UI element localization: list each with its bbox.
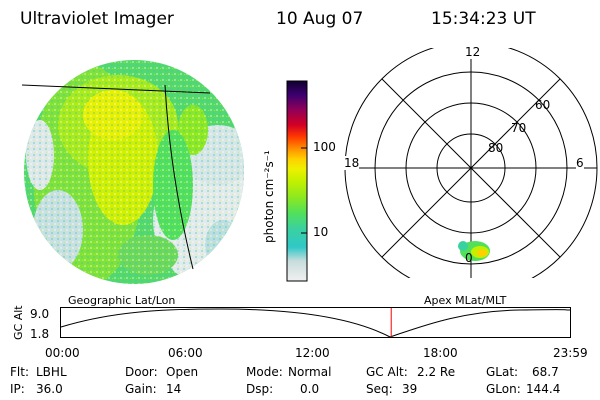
altitude-xtick-0: 00:00 xyxy=(45,346,80,360)
app-title: Ultraviolet Imager xyxy=(20,9,174,29)
door-value: Open xyxy=(166,365,199,379)
gain-label: Gain: xyxy=(125,382,157,396)
gain-value: 14 xyxy=(166,382,182,396)
lat-label-80: 80 xyxy=(488,141,504,155)
date-label: 10 Aug 07 xyxy=(276,9,364,29)
glon-value: 144.4 xyxy=(526,382,561,396)
altitude-ytick-max: 9.0 xyxy=(30,307,50,321)
polar-aurora-blob xyxy=(458,241,490,261)
time-label: 15:34:23 UT xyxy=(431,9,536,29)
dsp-label: Dsp: xyxy=(246,382,274,396)
colorbar-label: photon cm⁻²s⁻¹ xyxy=(262,150,276,243)
altitude-xtick-2: 12:00 xyxy=(295,346,330,360)
mlt-label-12: 12 xyxy=(465,45,481,59)
seq-label: Seq: xyxy=(366,382,393,396)
door-label: Door: xyxy=(125,365,158,379)
apex-label: Apex MLat/MLT xyxy=(424,294,507,307)
altitude-ytick-min: 1.8 xyxy=(30,327,50,341)
colorbar-tick-100: 100 xyxy=(313,140,336,154)
geographic-label: Geographic Lat/Lon xyxy=(68,294,176,307)
dsp-value: 0.0 xyxy=(300,382,320,396)
altitude-xtick-1: 06:00 xyxy=(168,346,203,360)
auroral-image xyxy=(21,60,244,284)
mode-label: Mode: xyxy=(246,365,283,379)
altitude-xtick-4: 23:59 xyxy=(553,346,588,360)
glon-label: GLon: xyxy=(486,382,521,396)
mlt-label-18: 18 xyxy=(344,156,360,170)
gc-alt-value: 2.2 Re xyxy=(417,365,456,379)
ip-label: IP: xyxy=(10,382,25,396)
lat-label-60: 60 xyxy=(535,98,551,112)
lat-label-70: 70 xyxy=(511,121,527,135)
colorbar xyxy=(286,80,308,282)
mlt-label-0: 0 xyxy=(465,251,473,265)
altitude-plot xyxy=(60,307,571,338)
mode-value: Normal xyxy=(288,365,332,379)
glat-label: GLat: xyxy=(486,365,519,379)
gc-alt-label: GC Alt: xyxy=(366,365,408,379)
flt-value: LBHL xyxy=(36,365,67,379)
ip-value: 36.0 xyxy=(36,382,63,396)
colorbar-tick-10: 10 xyxy=(313,225,329,239)
polar-plot xyxy=(344,48,598,278)
seq-value: 39 xyxy=(402,382,418,396)
altitude-xtick-3: 18:00 xyxy=(423,346,458,360)
flt-label: Flt: xyxy=(10,365,29,379)
altitude-ylabel: GC Alt xyxy=(12,305,25,340)
glat-value: 68.7 xyxy=(532,365,559,379)
mlt-label-6: 6 xyxy=(576,156,584,170)
